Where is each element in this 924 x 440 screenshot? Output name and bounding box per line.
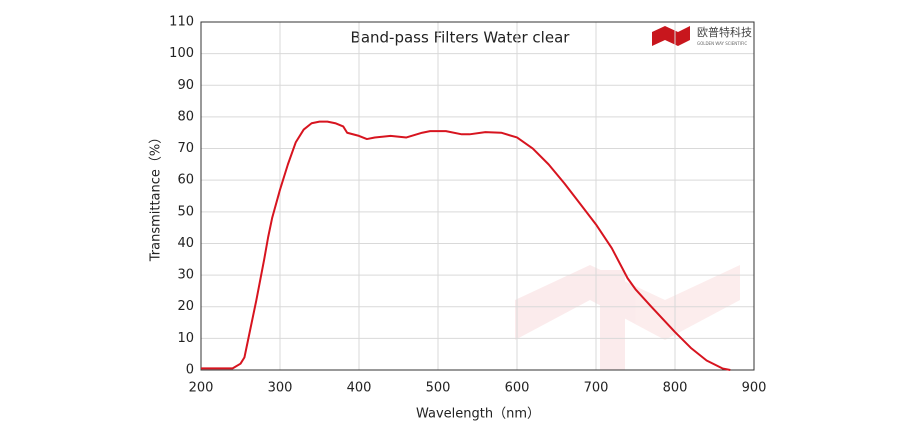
y-tick-label: 0 <box>186 363 194 378</box>
watermark <box>515 265 740 370</box>
y-tick-label: 10 <box>177 331 194 346</box>
data-line <box>201 120 731 371</box>
y-tick-label: 110 <box>169 15 194 30</box>
y-tick-label: 40 <box>177 236 194 251</box>
logo: 欧普特科技 GOLDEN WAY SCIENTIFIC <box>652 25 752 46</box>
y-tick-label: 70 <box>177 141 194 156</box>
logo-name: 欧普特科技 <box>697 25 752 39</box>
x-axis-label: Wavelength（nm） <box>416 407 540 422</box>
x-tick-label: 500 <box>426 381 451 396</box>
plot-frame <box>200 21 755 371</box>
x-tick-label: 900 <box>742 381 767 396</box>
y-tick-label: 30 <box>177 268 194 283</box>
y-tick-label: 90 <box>177 78 194 93</box>
chart-title: Band-pass Filters Water clear <box>351 29 571 47</box>
y-tick-label: 80 <box>177 109 194 124</box>
x-tick-label: 700 <box>584 381 609 396</box>
y-tick-label: 20 <box>177 299 194 314</box>
x-tick-label: 200 <box>189 381 214 396</box>
x-tick-label: 800 <box>663 381 688 396</box>
x-tick-label: 300 <box>268 381 293 396</box>
x-tick-label: 600 <box>505 381 530 396</box>
x-tick-label: 400 <box>347 381 372 396</box>
y-tick-label: 50 <box>177 204 194 219</box>
y-tick-label: 100 <box>169 46 194 61</box>
y-axis-label: Transmittance（%） <box>149 131 164 263</box>
y-tick-label: 60 <box>177 173 194 188</box>
logo-subtitle: GOLDEN WAY SCIENTIFIC <box>697 41 747 46</box>
